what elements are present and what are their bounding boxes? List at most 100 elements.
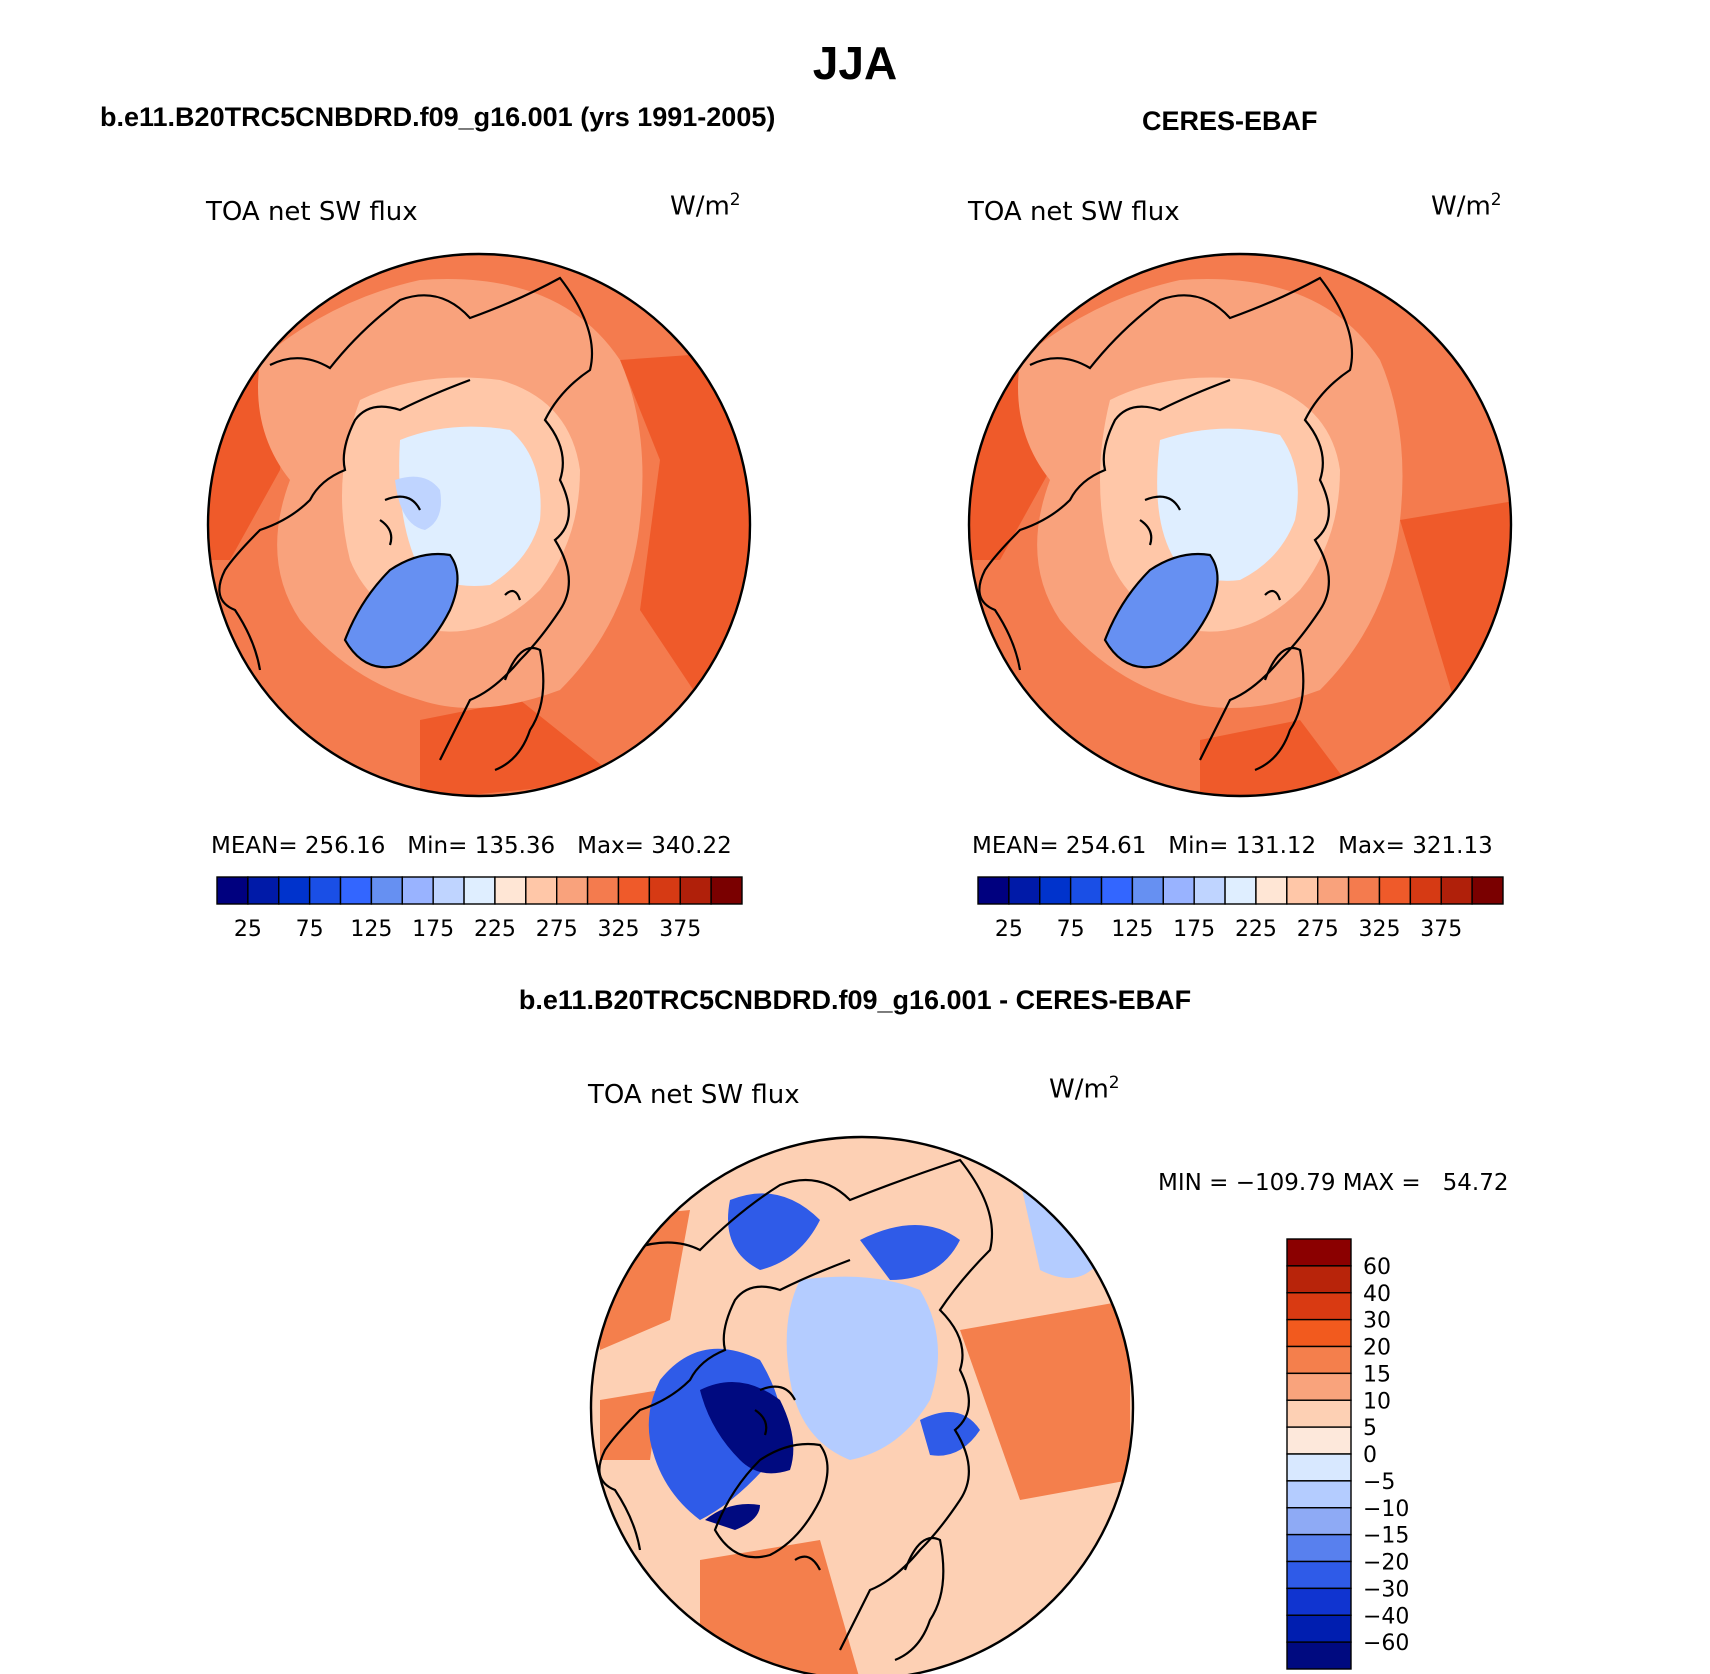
colorbar-obs-tick-label: 75 [1057, 917, 1085, 942]
map-3-coastline-scandinavia [894, 1537, 945, 1662]
colorbar-obs-swatch [1471, 876, 1504, 905]
map-1-coastline-eurasia [269, 276, 594, 761]
colorbar-diff-swatch [1286, 1238, 1352, 1267]
map-3-coastline-islands [754, 1385, 821, 1571]
colorbar-obs-swatch [1347, 876, 1381, 905]
map-2-coastline-scandinavia [1254, 647, 1305, 772]
colorbar-diff-swatch [1286, 1533, 1352, 1563]
colorbar-model-swatch [278, 876, 311, 905]
map-1-greenland [345, 554, 458, 668]
colorbar-obs-swatch [1008, 876, 1041, 905]
map-2-coastline-islands [1139, 495, 1282, 601]
colorbar-model-tick-label: 325 [597, 917, 639, 942]
map-3-warm [591, 1210, 1130, 1674]
colorbar-obs-swatch [1131, 876, 1164, 905]
colorbar-obs-swatch [1440, 876, 1473, 905]
colorbar-diff-swatch [1286, 1345, 1352, 1375]
map-2-ocean-dark [969, 340, 1511, 796]
panel-1-variable: TOA net SW flux [206, 197, 418, 227]
map-3-coastline-america [598, 1258, 851, 1551]
colorbar-model-swatch [463, 876, 496, 905]
panel-2-stats: MEAN= 254.61 Min= 131.12 Max= 321.13 [972, 833, 1493, 859]
map-1-ice-mid [395, 476, 441, 530]
colorbar-obs-swatch [1193, 876, 1226, 905]
colorbar-obs-swatch [1255, 876, 1288, 905]
panel-2-variable: TOA net SW flux [968, 197, 1180, 227]
colorbar-model-swatch [525, 876, 558, 905]
map-2-coastline-eurasia [1029, 276, 1354, 761]
colorbar-obs-tick-label: 225 [1235, 917, 1277, 942]
colorbar-diff-swatch [1286, 1614, 1352, 1643]
colorbar-diff-swatch [1286, 1426, 1352, 1455]
diff-units-exp: 2 [1108, 1073, 1120, 1093]
colorbar-model-tick-label: 375 [659, 917, 701, 942]
colorbar-obs-tick-label: 25 [995, 917, 1023, 942]
colorbar-model-swatch [216, 876, 249, 905]
colorbar-diff-tick-label: −40 [1363, 1604, 1409, 1629]
colorbar-obs-swatch [977, 876, 1010, 905]
map-diff [589, 1135, 1135, 1674]
colorbar-obs-swatch [1162, 876, 1195, 905]
colorbar-model-tick-label: 175 [412, 917, 454, 942]
colorbar-obs-swatch [1409, 876, 1442, 905]
diff-variable: TOA net SW flux [588, 1080, 800, 1110]
panel-1-units: W/m2 [670, 190, 741, 222]
colorbar-model-swatch [308, 876, 342, 905]
colorbar-obs-swatch [1317, 876, 1350, 905]
colorbar-diff-tick-label: −10 [1363, 1497, 1409, 1522]
colorbar-model-swatch [432, 876, 465, 905]
colorbar-obs-swatch [1039, 876, 1072, 905]
diff-header: b.e11.B20TRC5CNBDRD.f09_g16.001 - CERES-… [518, 985, 1192, 1015]
panel-2-units-base: W/m [1431, 191, 1491, 222]
map-3-deep [700, 1382, 794, 1530]
colorbar-model-swatch [370, 876, 403, 905]
colorbar-model-swatch [494, 876, 527, 905]
map-2-greenland [1105, 554, 1218, 668]
colorbar-obs-tick-label: 275 [1297, 917, 1339, 942]
colorbar-diff-swatch [1286, 1372, 1352, 1401]
map-1-coastline-islands [379, 495, 522, 601]
map-2-coastline-greenland [1103, 552, 1219, 669]
colorbar-diff-tick-label: 5 [1363, 1416, 1377, 1441]
colorbar-model: 25 75 125 175 225 275 325 375 [216, 876, 743, 942]
colorbar-model-swatch [401, 876, 434, 905]
diff-units: W/m2 [1049, 1073, 1120, 1105]
colorbar-diff-tick-label: 0 [1363, 1443, 1377, 1468]
colorbar-obs-tick-label: 375 [1420, 917, 1462, 942]
map-2-boundary [967, 252, 1513, 798]
colorbar-model-swatch [710, 876, 743, 905]
colorbar-diff-swatch [1286, 1641, 1352, 1670]
colorbar-obs-tick-label: 175 [1173, 917, 1215, 942]
colorbar-model-swatch [339, 876, 373, 905]
map-3-cool [786, 1180, 1100, 1460]
colorbar-diff-tick-label: 60 [1363, 1255, 1391, 1280]
map-1-coastline-greenland [343, 552, 459, 669]
colorbar-obs-swatch [1224, 876, 1257, 905]
colorbar-diff-tick-label: 15 [1363, 1362, 1391, 1387]
colorbar-model-swatch [679, 876, 712, 905]
colorbar-diff-tick-label: 30 [1363, 1309, 1391, 1334]
figure-title: JJA [812, 37, 898, 89]
map-1-boundary [206, 252, 752, 798]
colorbar-model-tick-label: 275 [536, 917, 578, 942]
diff-stats: MIN = −109.79 MAX = 54.72 [1158, 1170, 1509, 1196]
colorbar-diff-swatch [1286, 1399, 1352, 1428]
colorbar-model-swatch [247, 876, 280, 905]
panel-1-units-base: W/m [670, 191, 730, 222]
panel-1-stats: MEAN= 256.16 Min= 135.36 Max= 340.22 [211, 833, 732, 859]
colorbar-diff-tick-label: −15 [1363, 1524, 1409, 1549]
map-2-sea-ice [1157, 428, 1298, 581]
colorbar-obs-swatch [1378, 876, 1412, 905]
diff-units-base: W/m [1049, 1074, 1109, 1105]
colorbar-model-tick-label: 125 [350, 917, 392, 942]
map-3-coastline-greenland [713, 1442, 829, 1559]
map-model [206, 252, 752, 798]
map-3-coastline-eurasia [629, 1158, 994, 1651]
panel-1-header: b.e11.B20TRC5CNBDRD.f09_g16.001 (yrs 199… [100, 102, 776, 132]
colorbar-obs-tick-label: 125 [1111, 917, 1153, 942]
colorbar-diff-swatch [1286, 1265, 1352, 1294]
colorbar-obs-swatch [1069, 876, 1103, 905]
map-3-boundary [589, 1135, 1135, 1674]
colorbar-diff-swatch [1286, 1480, 1352, 1509]
colorbar-obs: 25 75 125 175 225 275 325 375 [977, 876, 1504, 942]
